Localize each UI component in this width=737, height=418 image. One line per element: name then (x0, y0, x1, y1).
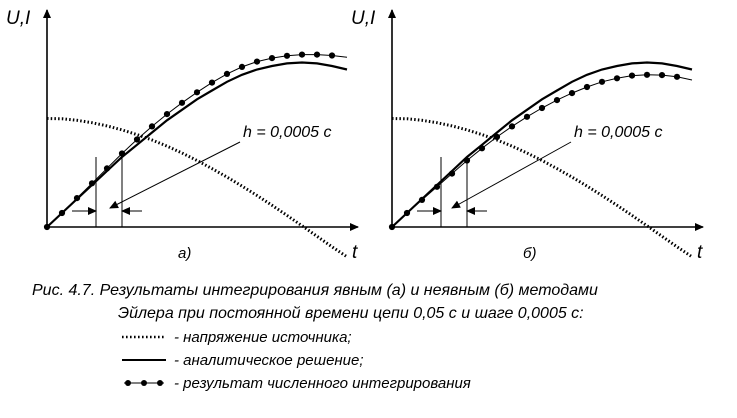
numerical-point (178, 99, 186, 106)
series-analytic-solution-line (391, 61, 693, 228)
x-axis-label: t (352, 242, 358, 263)
numerical-point (583, 83, 591, 91)
legend-label-analytic-solution: - аналитическое решение; (174, 351, 364, 369)
numerical-point (418, 196, 426, 203)
numerical-point (403, 209, 411, 217)
y-axis-label: U,I (351, 8, 376, 29)
numerical-point (538, 104, 546, 112)
step-size-annotation: h = 0,0005 с (243, 124, 332, 141)
numerical-point (313, 51, 321, 58)
numerical-point (133, 136, 141, 143)
numerical-point (328, 52, 336, 59)
numerical-point (268, 55, 276, 62)
legend-item-analytic-solution: - аналитическое решение; (120, 350, 364, 370)
numerical-point (508, 123, 516, 130)
legend-dotted-line-symbol (122, 335, 166, 339)
numerical-point (388, 223, 396, 231)
y-axis-label: U,I (6, 8, 31, 29)
caption-line-2: Эйлера при постоянной времени цепи 0,05 … (118, 305, 584, 322)
series-analytic-solution-line (46, 61, 348, 228)
numerical-point (43, 223, 51, 231)
panel-b: U,I t б) h = 0,0005 с (351, 8, 704, 263)
panel-label: а) (178, 245, 191, 262)
step-size-annotation: h = 0,0005 с (574, 124, 663, 141)
numerical-point (103, 165, 111, 172)
numerical-point (673, 73, 681, 80)
numerical-point (193, 89, 201, 96)
numerical-point (223, 70, 231, 77)
numerical-point (283, 52, 291, 59)
numerical-point (148, 123, 156, 130)
caption-line-1: Рис. 4.7. Результаты интегрирования явны… (32, 282, 598, 299)
annotation-arrow (109, 141, 241, 209)
legend-item-numerical-integration: - результат численного интегрирования (120, 373, 471, 393)
legend-solid-line-symbol (122, 359, 166, 361)
numerical-point (598, 78, 606, 85)
numerical-point (58, 209, 66, 217)
series-source-voltage-line (391, 117, 693, 259)
panel-a: U,I t а) h = 0,0005 с (6, 8, 359, 263)
numerical-point (568, 90, 576, 97)
annotation-arrow (451, 141, 572, 209)
legend-label-numerical-integration: - результат численного интегрирования (174, 374, 471, 392)
numerical-point (208, 79, 216, 86)
numerical-point (118, 150, 126, 157)
numerical-point (73, 195, 81, 202)
legend-label-source-voltage: - напряжение источника; (174, 328, 352, 346)
series-numerical-line (391, 74, 693, 228)
legend-dots-symbol (124, 380, 164, 386)
numerical-point (628, 72, 636, 79)
legend-item-source-voltage: - напряжение источника; (120, 327, 352, 347)
numerical-point (163, 111, 171, 118)
numerical-point (238, 63, 246, 70)
numerical-point (433, 183, 441, 190)
series-source-voltage-line (46, 117, 348, 259)
panel-label: б) (523, 245, 536, 262)
numerical-point (523, 113, 531, 120)
numerical-point (478, 145, 486, 152)
numerical-point (448, 170, 456, 177)
numerical-point (493, 133, 501, 140)
numerical-point (643, 71, 651, 78)
numerical-point (88, 180, 96, 187)
numerical-point (613, 75, 621, 82)
x-axis-label: t (697, 242, 703, 263)
numerical-point (553, 97, 561, 104)
numerical-point (253, 58, 261, 65)
numerical-point (658, 72, 666, 79)
numerical-point (298, 51, 306, 58)
